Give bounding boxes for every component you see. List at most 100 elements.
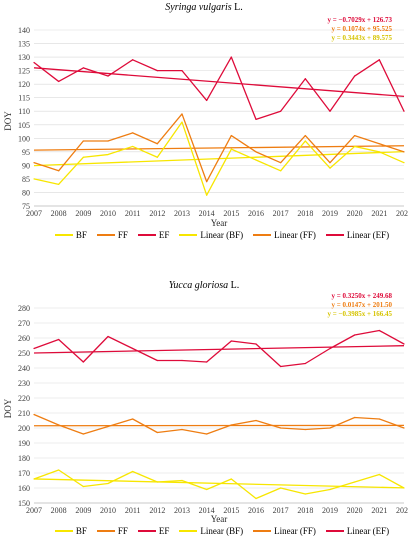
legend-label-linear-ff: Linear (FF) <box>274 526 316 536</box>
data-point-ff <box>378 418 380 420</box>
data-point-ef <box>107 335 109 338</box>
data-point-ef <box>181 70 183 72</box>
legend-label-linear-bf: Linear (BF) <box>200 230 244 240</box>
y-tick-label: 180 <box>18 454 30 463</box>
y-tick-label: 170 <box>18 469 30 478</box>
data-point-ef <box>206 99 208 101</box>
chart-plot-area: 75 80 85 90 95 100 105 110 115 120 125 130 135 140 200… <box>3 26 408 228</box>
data-point-bf <box>206 488 208 491</box>
data-point-ff <box>107 140 109 142</box>
x-tick-label: 2021 <box>371 506 387 515</box>
chart-title-genus: Syringa vulgaris <box>165 2 232 13</box>
trendline-ff <box>33 145 405 151</box>
x-tick-label: 2022 <box>396 506 408 515</box>
legend-item-linear-ff: Linear (FF) <box>253 526 316 536</box>
data-point-ef <box>403 110 405 112</box>
data-point-bf <box>82 485 84 488</box>
chart-title-author: L. <box>228 280 240 291</box>
legend-label-ff: FF <box>117 526 128 536</box>
data-point-ef <box>82 361 84 363</box>
x-tick-label: 2013 <box>174 209 190 218</box>
series-line-bf <box>33 121 405 196</box>
data-point-bf <box>181 121 183 123</box>
legend-label-linear-bf: Linear (BF) <box>200 526 244 536</box>
data-point-ef <box>230 56 232 58</box>
data-point-ef <box>230 340 232 342</box>
data-point-ff <box>354 416 356 419</box>
y-tick-label: 220 <box>18 394 30 403</box>
data-point-ff <box>329 162 331 164</box>
y-tick-label: 150 <box>18 499 30 508</box>
legend-swatch-bf <box>54 530 73 532</box>
data-point-bf <box>132 145 134 148</box>
x-tick-label: 2017 <box>273 209 289 218</box>
equation-ef: y = −0.7029x + 126.73 <box>327 16 392 24</box>
y-tick-label: 210 <box>18 409 30 418</box>
data-point-bf <box>156 481 158 483</box>
x-tick-label: 2010 <box>100 209 116 218</box>
x-tick-label: 2009 <box>75 209 91 218</box>
x-tick-label: 2012 <box>149 506 165 515</box>
data-point-ff <box>403 427 405 429</box>
y-tick-label: 100 <box>18 134 30 143</box>
legend-item-ff: FF <box>96 526 128 536</box>
x-tick-label: 2019 <box>322 209 338 218</box>
data-point-ff <box>230 424 232 426</box>
data-point-ef <box>304 78 306 80</box>
legend-swatch-linear-bf <box>179 530 198 532</box>
data-point-bf <box>33 478 35 480</box>
trendline-ef <box>33 67 405 98</box>
legend-swatch-linear-ef <box>325 530 344 532</box>
legend-label-ff: FF <box>117 230 128 240</box>
x-tick-label: 2022 <box>396 209 408 218</box>
x-tick-label: 2011 <box>125 209 141 218</box>
y-tick-label: 140 <box>18 26 30 35</box>
legend-item-bf: BF <box>54 230 87 240</box>
equation-bf: y = −0.3985x + 166.45 <box>327 310 392 318</box>
data-point-bf <box>181 479 183 482</box>
y-tick-label: 90 <box>22 161 30 170</box>
data-point-ff <box>156 431 158 434</box>
y-tick-label: 105 <box>18 121 30 130</box>
y-tick-label: 120 <box>18 80 30 89</box>
legend-swatch-ef <box>137 530 156 532</box>
legend-item-ef: EF <box>137 526 169 536</box>
x-tick-label: 2008 <box>51 506 67 515</box>
data-point-ff <box>206 433 208 435</box>
data-point-bf <box>280 487 282 489</box>
x-tick-label: 2019 <box>322 506 338 515</box>
data-point-ef <box>132 347 134 350</box>
chart-title: Yucca gloriosa L. <box>0 280 408 291</box>
y-tick-label: 160 <box>18 484 30 493</box>
x-tick-label: 2007 <box>26 209 42 218</box>
y-tick-label: 85 <box>22 175 30 184</box>
equation-ef: y = 0.3250x + 249.68 <box>331 292 392 300</box>
y-tick-label: 80 <box>22 188 30 197</box>
x-tick-label: 2021 <box>371 209 387 218</box>
data-point-bf <box>107 482 109 485</box>
data-point-ef <box>378 329 380 332</box>
trendline-equations: y = −0.7029x + 126.73 y = 0.1074x + 95.5… <box>328 16 392 43</box>
y-tick-label: 110 <box>18 107 30 116</box>
legend-swatch-linear-ff <box>253 234 272 236</box>
x-tick-label: 2020 <box>347 209 363 218</box>
x-axis-label: Year <box>211 514 228 524</box>
y-tick-label: 280 <box>18 304 30 313</box>
data-point-ff <box>181 428 183 431</box>
y-tick-label: 230 <box>18 379 30 388</box>
chart-legend: BF FF EF Linear (BF) Linear (FF) Linear … <box>40 230 404 240</box>
x-tick-label: 2017 <box>273 506 289 515</box>
legend-swatch-ff <box>96 234 115 236</box>
legend-item-linear-ef: Linear (EF) <box>325 526 389 536</box>
legend-item-ff: FF <box>96 230 128 240</box>
y-tick-label: 95 <box>22 148 30 157</box>
data-point-ef <box>354 334 356 336</box>
data-point-bf <box>255 159 257 161</box>
data-point-ef <box>82 67 84 69</box>
legend-swatch-linear-ef <box>325 234 344 236</box>
data-point-ff <box>132 418 134 420</box>
data-point-ff <box>206 181 208 183</box>
data-point-ef <box>33 347 35 350</box>
data-point-bf <box>329 488 331 491</box>
trendline-ef <box>33 345 405 354</box>
